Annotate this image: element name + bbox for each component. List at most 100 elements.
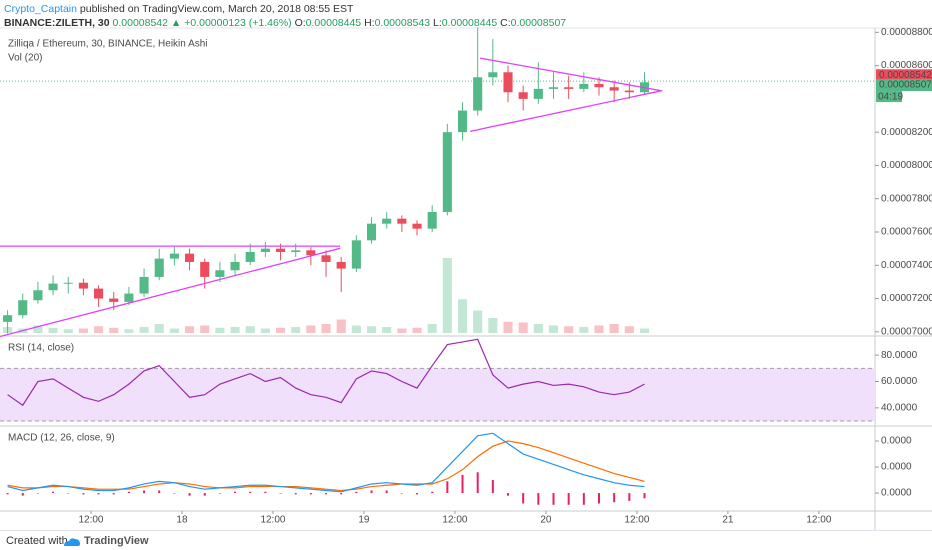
macd-line [7, 432, 645, 493]
histogram-bar [158, 490, 161, 494]
histogram-bar [461, 474, 464, 494]
y-tick-label: 0.0000 [881, 436, 912, 447]
candle-body [457, 110, 468, 133]
candle-body [624, 90, 634, 93]
volume-bar [139, 327, 149, 333]
histogram-bar [67, 493, 70, 494]
candle-body [533, 88, 543, 99]
author[interactable]: Crypto_Captain [4, 3, 77, 15]
volume-bar [473, 310, 483, 333]
y-tick-label: 0.00007200 [881, 293, 932, 304]
histogram-bar [21, 493, 24, 496]
histogram-bar [203, 493, 206, 496]
publish-line: Crypto_Captain published on TradingView.… [4, 2, 566, 16]
ohlc-value: 0.00008445 [305, 17, 362, 29]
ohlc-value: 0.00008445 [441, 17, 498, 29]
volume-bar [639, 328, 650, 333]
volume-bar [366, 326, 377, 333]
histogram-bar [143, 490, 146, 494]
histogram-bar [218, 493, 221, 494]
volume-bar [397, 328, 407, 333]
candle-body [473, 77, 483, 111]
header: Crypto_Captain published on TradingView.… [4, 2, 566, 30]
histogram-bar [613, 493, 616, 503]
histogram-bar [36, 493, 39, 494]
candle-body [548, 87, 559, 89]
x-tick-label: 20 [540, 515, 552, 526]
price-tag [876, 79, 932, 92]
x-tick-label: 12:00 [624, 515, 649, 526]
candle-body [594, 83, 604, 88]
candle-body [215, 270, 225, 277]
y-tick-label: 0.00007400 [881, 260, 932, 271]
candle-body [275, 248, 286, 252]
volume-bar [518, 322, 528, 333]
histogram-bar [127, 491, 130, 494]
candle-body [109, 298, 119, 302]
candle-body [564, 87, 574, 89]
x-tick-label: 12:00 [806, 515, 831, 526]
candle-body [18, 300, 28, 316]
volume-bar [564, 326, 574, 333]
candle-body [139, 276, 149, 294]
rsi-line [7, 338, 645, 407]
volume-bar [275, 327, 286, 333]
footer-brand[interactable]: TradingView [84, 535, 149, 547]
volume-bar [169, 328, 179, 333]
chart: 12:00 18 12:00 19 12:00 20 12:00 21 12:00 Zilliqa… [0, 27, 932, 530]
volume-bar [63, 329, 73, 333]
candle-body [427, 212, 437, 229]
candle-body [63, 282, 73, 284]
countdown: 04:19 [878, 92, 903, 103]
pane-legend: RSI (14, close) [8, 343, 74, 354]
histogram-bar [598, 493, 601, 504]
x-tick-label: 18 [176, 515, 188, 526]
histogram-bar [507, 493, 510, 496]
volume-bar [109, 327, 119, 333]
volume-bar [124, 329, 134, 333]
volume-bar [245, 326, 255, 333]
candle-body [609, 87, 619, 91]
trendline [469, 89, 663, 132]
histogram-bar [249, 491, 252, 494]
volume-bar [351, 325, 361, 333]
ohlc-value: 0.00008543 [374, 17, 431, 29]
histogram-bar [537, 493, 540, 505]
histogram-bar [446, 481, 449, 494]
y-tick-label: 0.00008200 [881, 127, 932, 138]
histogram-bar [173, 493, 176, 494]
volume-legend: Vol (20) [8, 53, 42, 64]
candle-body [230, 261, 240, 271]
volume-bar [230, 327, 240, 333]
pane-legend: MACD (12, 26, close, 9) [8, 433, 115, 444]
candle-body [518, 92, 528, 99]
volume-bar [427, 324, 437, 333]
candle-body [579, 83, 589, 89]
signal-line [7, 440, 645, 492]
histogram-bar [279, 493, 282, 494]
histogram-bar [552, 493, 555, 505]
x-tick-label: 21 [722, 515, 734, 526]
volume-bar [94, 326, 104, 333]
y-tick-label: 40.0000 [881, 403, 918, 414]
histogram-bar [522, 493, 525, 504]
ohlc-label: H: [364, 17, 375, 29]
histogram-bar [431, 491, 434, 494]
histogram-bar [264, 491, 267, 494]
y-tick-label: 0.00007800 [881, 193, 932, 204]
histogram-bar [370, 490, 373, 494]
volume-bar [412, 327, 422, 333]
footer-text: Created with [6, 535, 68, 547]
histogram-bar [188, 493, 191, 496]
volume-bar [48, 327, 58, 333]
volume-bar [382, 327, 392, 333]
volume-bar [33, 325, 43, 333]
volume-bar [624, 326, 634, 333]
histogram-bar [567, 493, 570, 505]
volume-bar [306, 325, 316, 333]
candle-body [291, 250, 301, 252]
logo [64, 538, 80, 546]
band-fill [0, 368, 875, 422]
volume-bar [321, 324, 331, 333]
